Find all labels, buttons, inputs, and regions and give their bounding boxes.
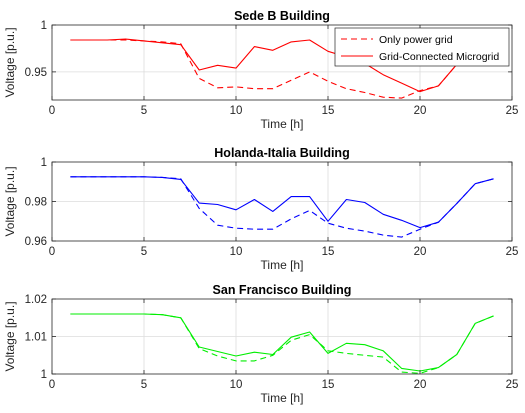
y-axis-label: Voltage [p.u.] (3, 27, 17, 97)
chart-panel-2: 0 5 10 15 20 25 0.96 0.98 1 Holanda-Italia Buildi… (3, 146, 518, 272)
chart-title: Sede B Building (234, 9, 330, 23)
y-tick-label: 1.02 (25, 294, 47, 306)
x-tick-label: 25 (506, 379, 519, 391)
y-tick-label: 0.95 (25, 67, 47, 79)
legend: Only power grid Grid-Connected Microgrid (334, 27, 510, 67)
legend-box (334, 27, 510, 67)
x-tick-label: 15 (322, 379, 335, 391)
y-axis-label: Voltage [p.u.] (3, 166, 17, 236)
x-tick-label: 5 (141, 105, 147, 117)
x-tick-label: 20 (414, 246, 427, 258)
x-tick-label: 25 (506, 105, 519, 117)
x-axis-label: Time [h] (261, 117, 304, 131)
y-tick-label: 1 (41, 369, 47, 381)
y-tick-label: 0.96 (25, 236, 47, 248)
y-tick-label: 1 (41, 20, 47, 32)
x-axis-label: Time [h] (261, 258, 304, 272)
x-tick-label: 10 (230, 246, 243, 258)
legend-label: Grid-Connected Microgrid (379, 51, 499, 63)
x-axis-label: Time [h] (261, 391, 304, 405)
y-tick-label: 0.98 (25, 197, 47, 209)
series-line-solid (70, 37, 494, 93)
chart-title: Holanda-Italia Building (214, 146, 349, 160)
x-tick-label: 20 (414, 105, 427, 117)
x-tick-label: 10 (230, 379, 243, 391)
axes-box (51, 24, 513, 101)
series-line-solid (70, 313, 494, 372)
x-tick-label: 5 (141, 379, 147, 391)
y-axis-label: Voltage [p.u.] (3, 301, 17, 371)
y-tick-label: 1 (41, 157, 47, 169)
x-tick-label: 0 (49, 105, 55, 117)
chart-panel-3: 0 5 10 15 20 25 1 1.01 1.02 San Francisco Buildin… (3, 283, 518, 405)
chart-panel-1: 0 5 10 15 20 25 0.95 1 Sede B Building Time [h] Vo… (3, 9, 518, 131)
x-tick-label: 0 (49, 379, 55, 391)
x-tick-label: 10 (230, 105, 243, 117)
x-tick-label: 25 (506, 246, 519, 258)
y-tick-label: 1.01 (25, 332, 47, 344)
x-tick-label: 15 (322, 105, 335, 117)
x-tick-label: 20 (414, 379, 427, 391)
legend-label: Only power grid (379, 34, 453, 46)
x-tick-label: 15 (322, 246, 335, 258)
x-tick-label: 0 (49, 246, 55, 258)
x-tick-label: 5 (141, 246, 147, 258)
chart-title: San Francisco Building (213, 283, 352, 297)
series-line-solid (70, 176, 494, 229)
